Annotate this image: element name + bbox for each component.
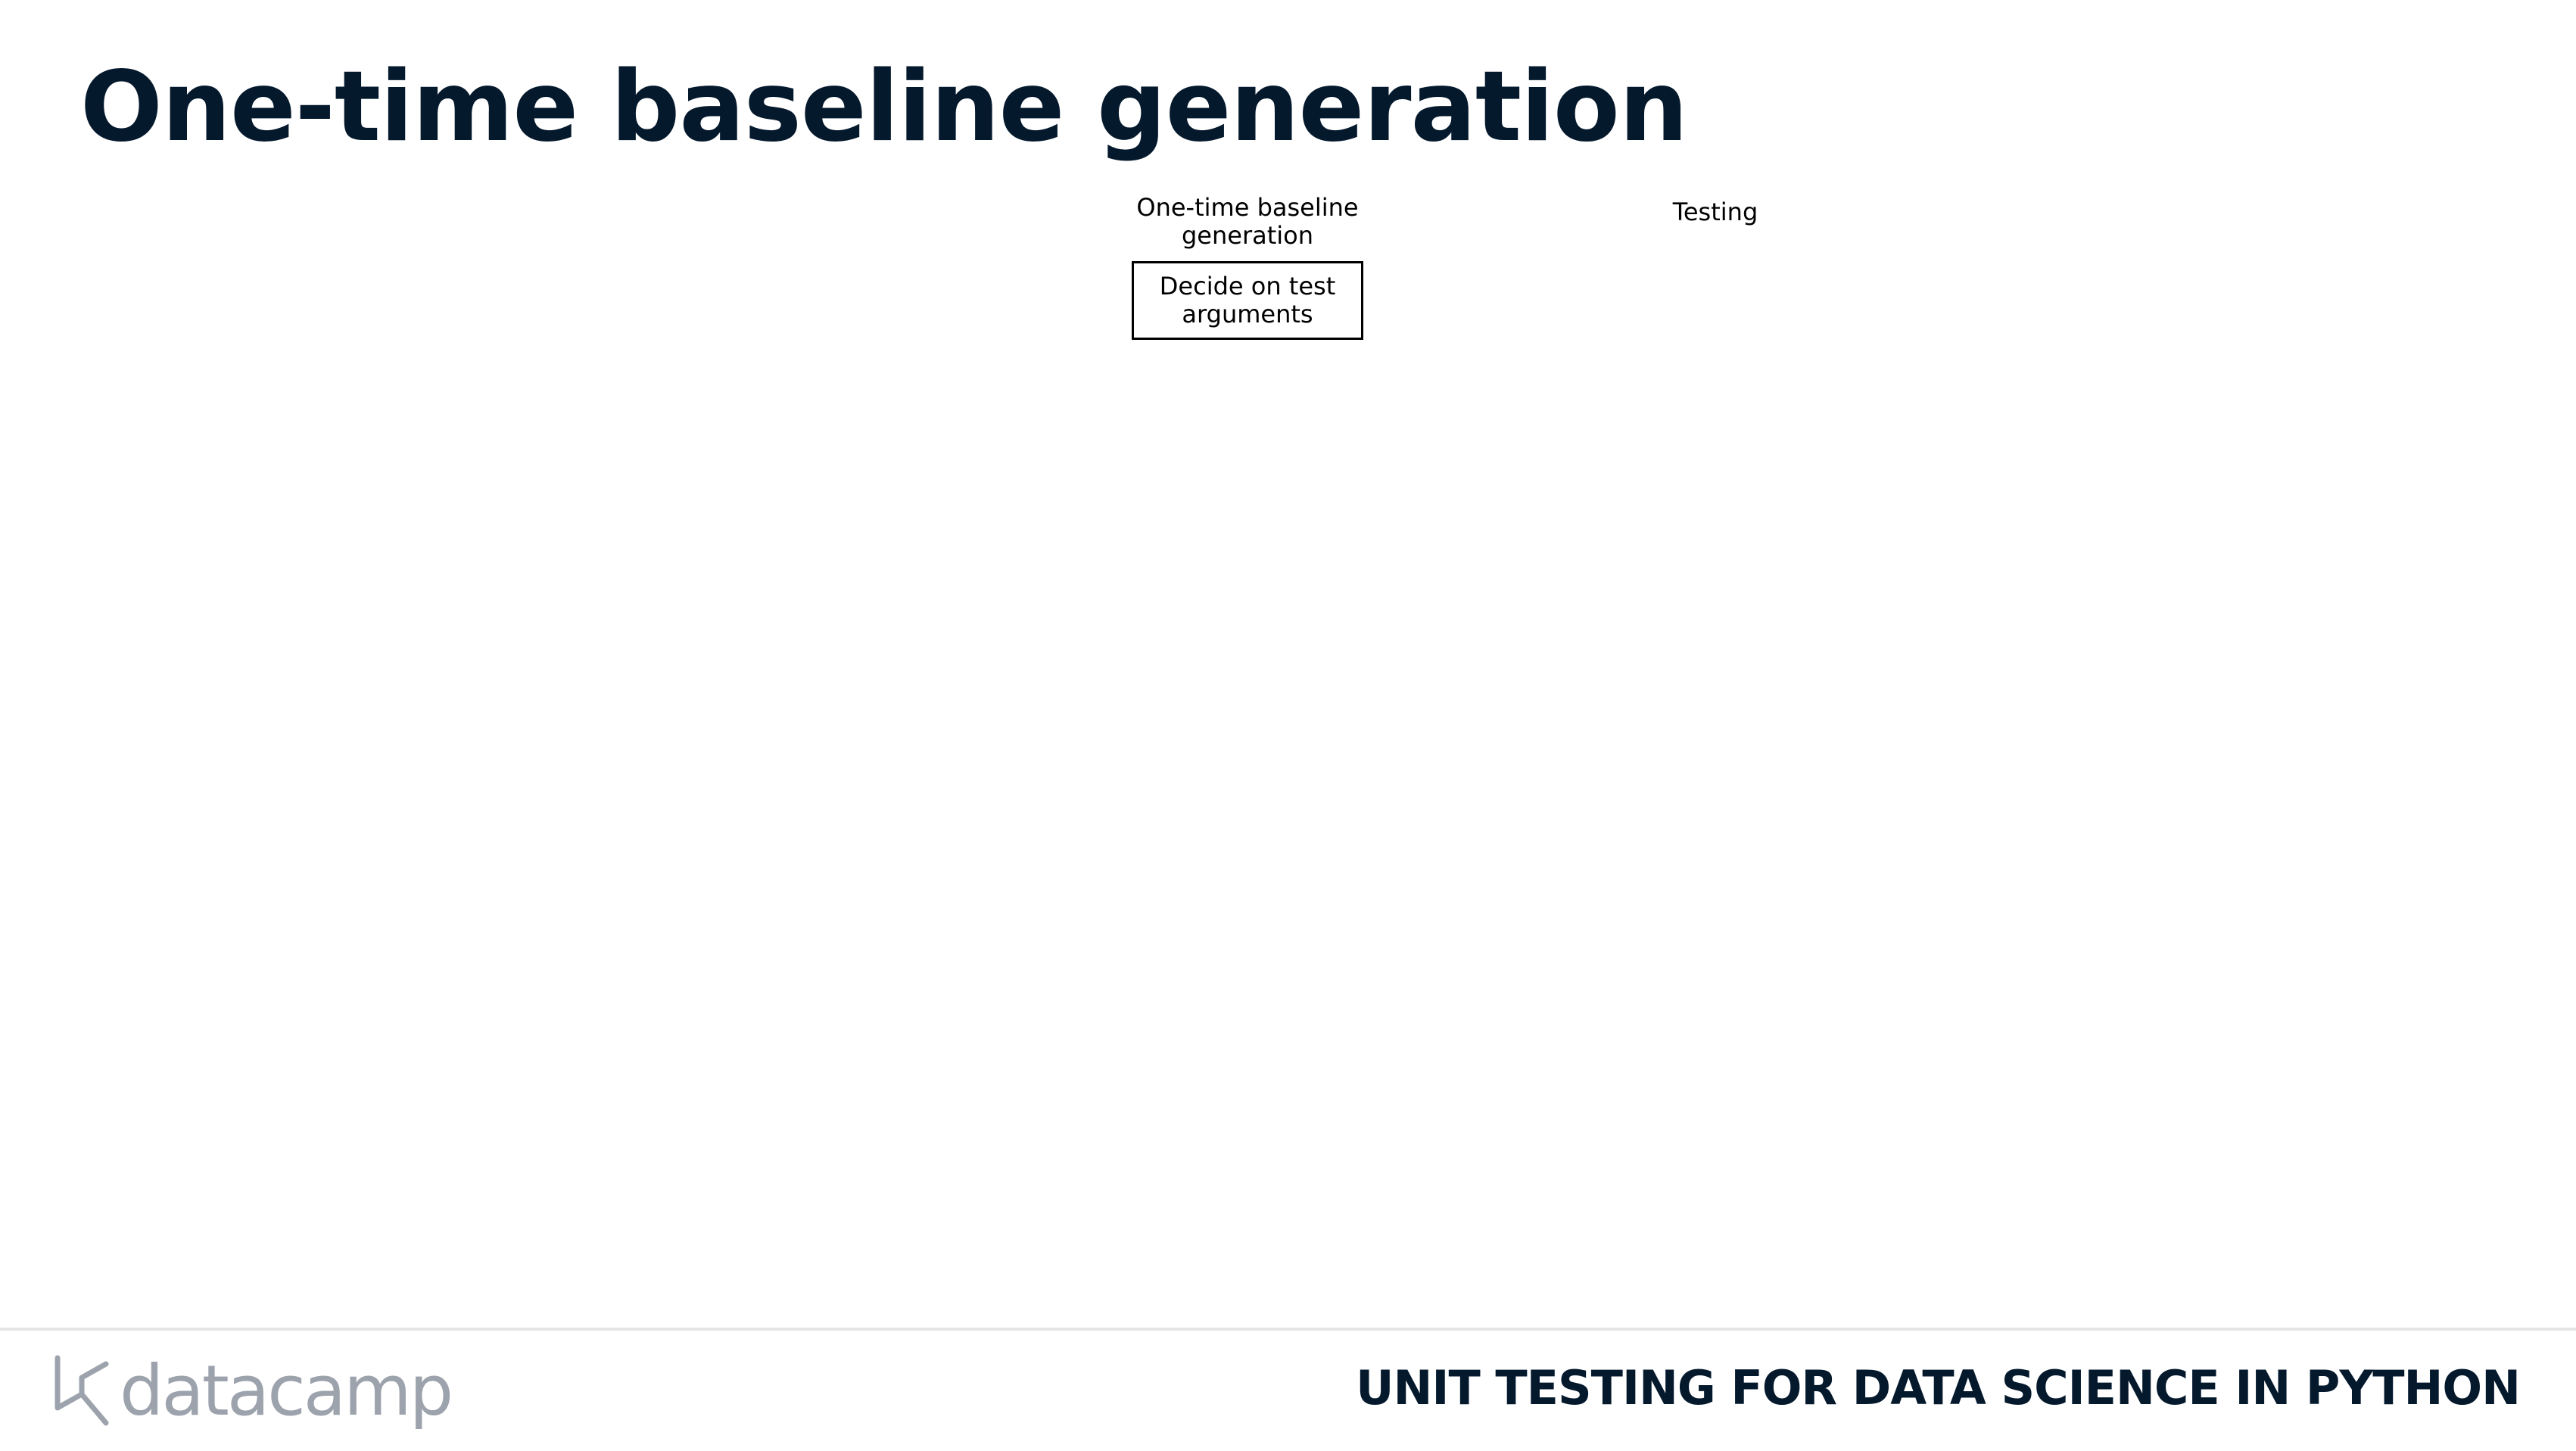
- datacamp-logo-icon: [55, 1355, 109, 1426]
- course-title: UNIT TESTING FOR DATA SCIENCE IN PYTHON: [1356, 1360, 2521, 1415]
- footer-divider: [0, 1328, 2576, 1331]
- decide-test-arguments-box: Decide on test arguments: [1132, 261, 1363, 340]
- step-label: Decide on test arguments: [1159, 272, 1336, 328]
- datacamp-wordmark: datacamp: [120, 1350, 453, 1431]
- baseline-column-header: One-time baseline generation: [1136, 193, 1359, 250]
- testing-column-header: Testing: [1672, 198, 1758, 226]
- slide-title: One-time baseline generation: [80, 51, 1688, 163]
- datacamp-logo: datacamp: [53, 1350, 453, 1432]
